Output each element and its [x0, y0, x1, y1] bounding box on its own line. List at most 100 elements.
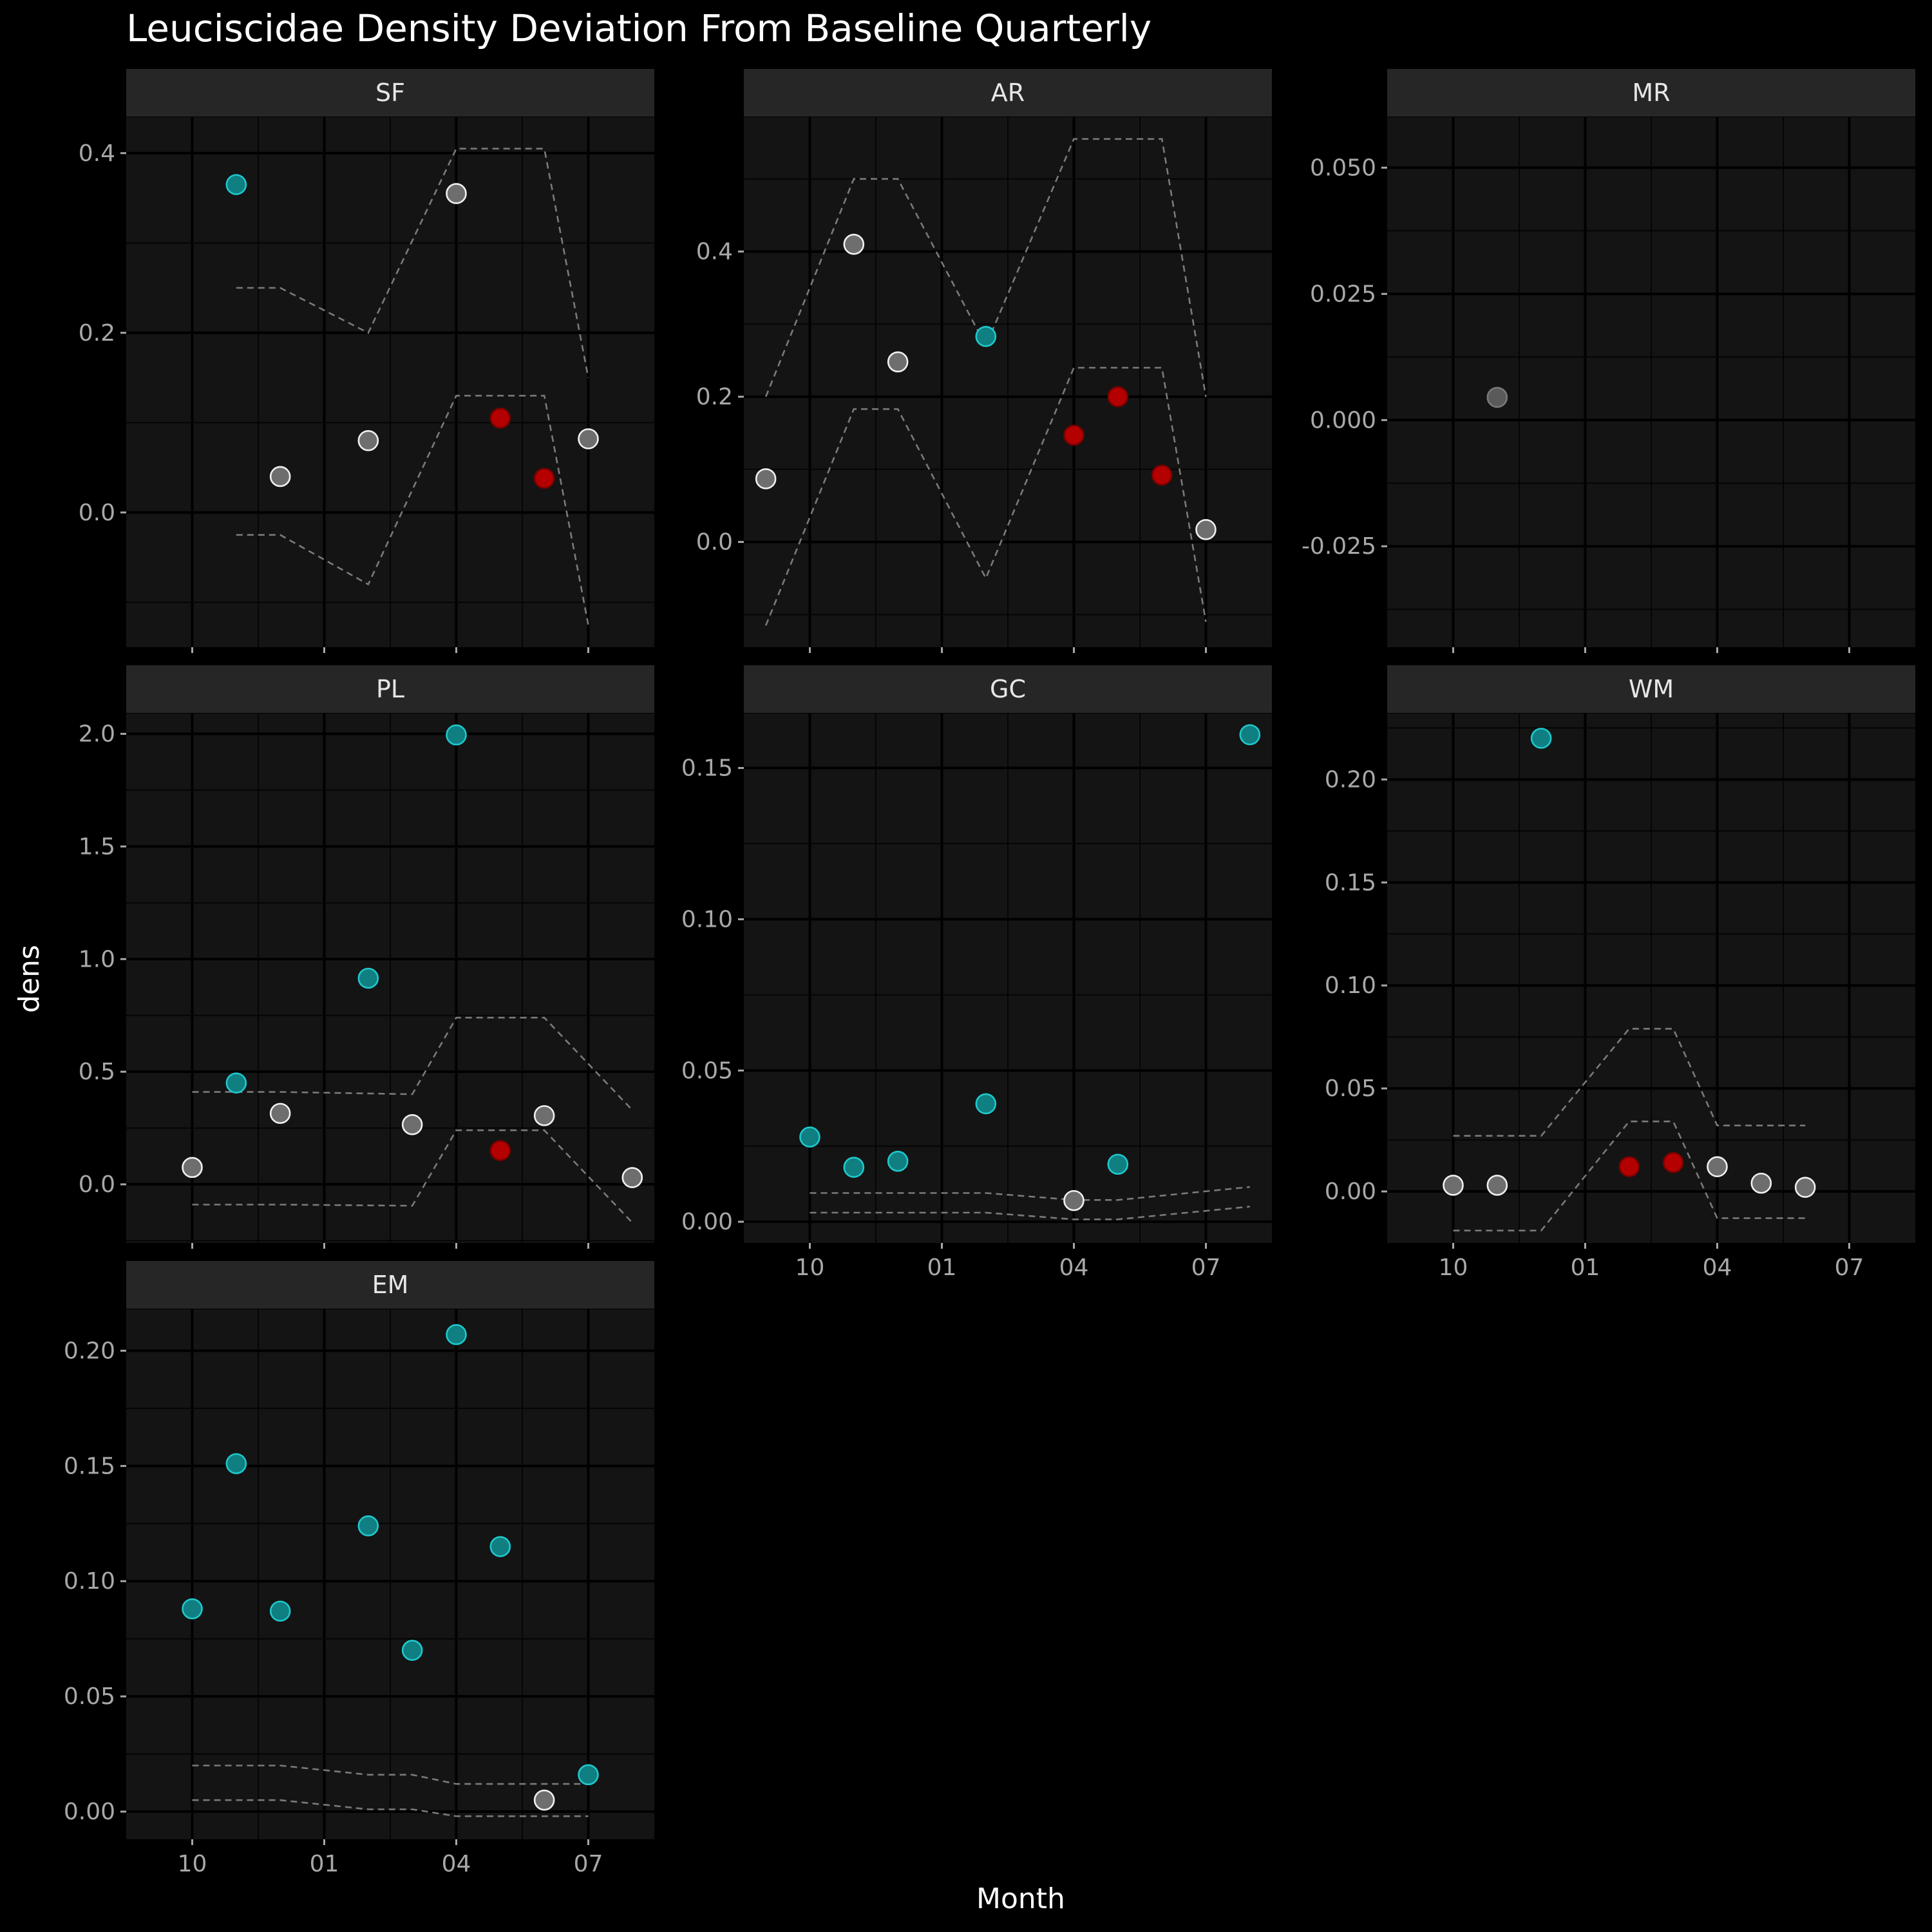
data-point-within: [357, 430, 379, 451]
facet-gc: GC 0.00 0.05 0.10 0.15 10 01 04 07: [681, 665, 1272, 1281]
x-tick-label: 10: [178, 1851, 207, 1877]
y-tick-label: 0.05: [681, 1057, 733, 1084]
x-tick-label: 01: [310, 1851, 339, 1877]
y-tick-label: -0.025: [1302, 533, 1376, 560]
data-point-within: [533, 1105, 555, 1126]
data-point-within: [843, 233, 865, 255]
data-point-above: [843, 1157, 865, 1178]
gridlines-pl: [126, 714, 654, 1243]
data-point-above: [269, 1600, 291, 1622]
data-point-within: [401, 1114, 423, 1135]
y-tick-label: 0.15: [64, 1453, 115, 1479]
gridlines-gc: [744, 714, 1272, 1243]
gridlines-mr: [1387, 117, 1915, 647]
facet-sf: SF 0.0 0.2 0.4: [79, 69, 654, 653]
data-point-within: [182, 1157, 203, 1179]
x-tick-label: 04: [1703, 1255, 1732, 1281]
facet-label-sf: SF: [375, 79, 405, 107]
data-point-within: [1063, 1189, 1084, 1211]
data-point-below: [1662, 1151, 1684, 1173]
data-point-above: [975, 326, 997, 347]
x-tick-label: 07: [574, 1851, 603, 1877]
band-lower-line: [764, 366, 1207, 626]
data-point-below: [489, 407, 511, 429]
data-point-within: [1195, 519, 1217, 540]
band-lower-line: [192, 1129, 633, 1224]
y-tick-label: 1.5: [79, 833, 115, 860]
band-upper-line: [236, 147, 589, 378]
y-tick-label: 0.15: [681, 755, 733, 782]
gridlines-wm: [1387, 714, 1915, 1243]
data-point-below: [1063, 424, 1084, 446]
facet-label-em: EM: [372, 1271, 409, 1299]
band-lower-line: [810, 1206, 1250, 1220]
x-tick-label: 04: [1059, 1255, 1089, 1281]
facet-strip-pl: [126, 665, 654, 713]
x-tick-label: 04: [442, 1851, 471, 1877]
y-tick-label: 0.20: [1325, 766, 1376, 793]
facet-wm: WM 0.00 0.05 0.10 0.15 0.20 10 01 04 07: [1325, 665, 1915, 1281]
y-tick-label: 0.0: [696, 529, 733, 556]
x-tick-label: 01: [1571, 1255, 1600, 1281]
y-tick-label: 0.10: [64, 1568, 115, 1595]
data-point-within: [1486, 1175, 1508, 1196]
facet-strip-wm: [1387, 665, 1915, 713]
facet-label-gc: GC: [990, 675, 1026, 703]
facet-label-ar: AR: [991, 79, 1025, 107]
band-lower-line: [236, 395, 589, 625]
y-tick-label: 0.2: [696, 384, 733, 410]
data-point-above: [401, 1640, 423, 1661]
y-tick-label: 0.10: [681, 906, 733, 933]
data-point-above: [446, 724, 467, 746]
facet-ar: AR 0.0 0.2 0.4: [696, 69, 1272, 653]
data-point-above: [225, 174, 247, 195]
gridlines-em: [126, 1309, 654, 1839]
data-point-within: [446, 183, 467, 204]
gridlines-ar: [744, 117, 1272, 647]
facet-label-wm: WM: [1629, 675, 1674, 703]
facet-pl: PL 0.0 0.5 1.0 1.5 2.0: [79, 665, 654, 1249]
data-point-within: [1750, 1172, 1772, 1194]
data-point-below: [1107, 386, 1129, 408]
facet-mr: MR -0.025 0.000 0.025 0.050: [1302, 69, 1915, 653]
data-point-above: [357, 967, 379, 989]
band-upper-line: [192, 1765, 589, 1785]
data-point-above: [975, 1093, 997, 1115]
y-tick-label: 2.0: [79, 721, 115, 747]
data-point-within: [269, 466, 291, 488]
data-point-above: [799, 1126, 820, 1148]
data-point-within: [1443, 1175, 1464, 1196]
x-tick-label: 01: [927, 1255, 957, 1281]
x-tick-label: 10: [1439, 1255, 1468, 1281]
y-tick-label: 1.0: [79, 946, 115, 972]
data-point-within: [755, 468, 777, 489]
chart-title: Leuciscidae Density Deviation From Basel…: [126, 6, 1151, 50]
facet-label-mr: MR: [1632, 79, 1670, 107]
facet-strip-mr: [1387, 69, 1915, 117]
data-point-below: [1151, 464, 1173, 486]
data-point-within: [1707, 1156, 1728, 1177]
y-tick-label: 0.05: [64, 1683, 115, 1710]
x-tick-label: 07: [1191, 1255, 1221, 1281]
data-point-within: [621, 1167, 643, 1188]
y-axis-title: dens: [13, 945, 46, 1013]
facet-strip-ar: [744, 69, 1272, 117]
data-point-above: [1239, 724, 1261, 746]
data-point-below: [489, 1140, 511, 1161]
facet-em: EM 0.00 0.05 0.10 0.15 0.20 10 01 04 07: [64, 1261, 654, 1877]
y-tick-label: 0.050: [1310, 155, 1376, 181]
x-tick-label: 07: [1835, 1255, 1864, 1281]
y-tick-label: 0.0: [79, 500, 115, 526]
y-tick-label: 0.00: [1325, 1179, 1376, 1205]
data-point-above: [357, 1515, 379, 1537]
y-tick-label: 0.4: [79, 140, 115, 167]
x-axis-title: Month: [976, 1882, 1065, 1915]
data-point-within-nodata: [1486, 386, 1508, 408]
data-point-above: [182, 1598, 203, 1620]
data-point-within: [887, 351, 909, 373]
data-point-within: [269, 1103, 291, 1124]
facet-strip-em: [126, 1261, 654, 1309]
y-tick-label: 0.5: [79, 1059, 115, 1085]
y-tick-label: 0.15: [1325, 869, 1376, 896]
